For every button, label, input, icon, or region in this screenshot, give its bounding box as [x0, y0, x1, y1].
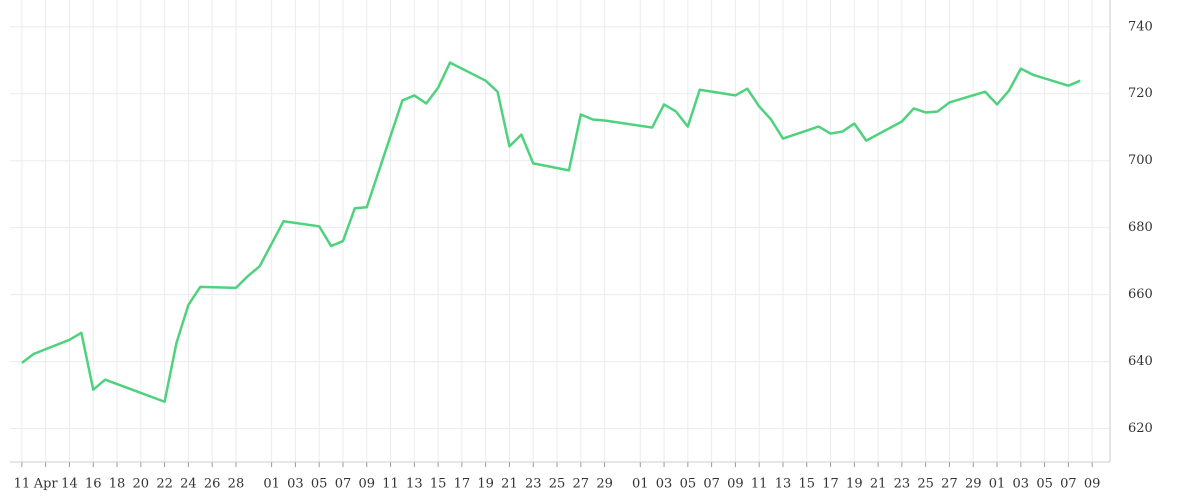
y-tick-label: 620 [1128, 421, 1153, 436]
x-tick-label: 05 [311, 477, 328, 492]
x-tick-label: 01 [989, 477, 1006, 492]
x-tick-label: 14 [61, 477, 78, 492]
x-tick-label: 17 [454, 477, 471, 492]
x-tick-label: Apr [33, 477, 59, 492]
x-tick-label: 21 [501, 477, 518, 492]
x-tick-label: 29 [965, 477, 982, 492]
x-tick-label: 09 [358, 477, 375, 492]
x-tick-label: 27 [573, 477, 590, 492]
x-tick-label: 17 [822, 477, 839, 492]
x-tick-label: 03 [1013, 477, 1030, 492]
x-tick-label: 18 [109, 477, 126, 492]
x-tick-label: 15 [430, 477, 447, 492]
y-tick-label: 660 [1128, 287, 1153, 302]
x-tick-label: 19 [846, 477, 863, 492]
x-tick-label: 07 [335, 477, 352, 492]
x-tick-label: 20 [133, 477, 150, 492]
y-tick-label: 720 [1128, 86, 1153, 101]
x-tick-label: 15 [798, 477, 815, 492]
y-tick-label: 680 [1128, 220, 1153, 235]
x-tick-label: 11 [751, 477, 768, 492]
x-tick-label: 01 [263, 477, 280, 492]
x-tick-label: 11 [14, 477, 31, 492]
x-tick-label: 23 [894, 477, 911, 492]
x-tick-label: 13 [775, 477, 792, 492]
x-tick-label: 24 [180, 477, 197, 492]
y-tick-label: 740 [1128, 19, 1153, 34]
x-tick-label: 09 [1084, 477, 1101, 492]
x-tick-label: 03 [656, 477, 673, 492]
price-line [21, 61, 1081, 403]
x-tick-label: 21 [870, 477, 887, 492]
x-tick-label: 23 [525, 477, 542, 492]
x-tick-label: 25 [549, 477, 566, 492]
y-tick-label: 700 [1128, 153, 1153, 168]
x-tick-label: 03 [287, 477, 304, 492]
x-tick-label: 11 [382, 477, 399, 492]
x-tick-label: 25 [917, 477, 934, 492]
y-tick-label: 640 [1128, 354, 1153, 369]
x-tick-label: 07 [703, 477, 720, 492]
x-tick-label: 07 [1060, 477, 1077, 492]
x-tick-label: 05 [1036, 477, 1053, 492]
x-tick-label: 22 [156, 477, 173, 492]
x-tick-label: 27 [941, 477, 958, 492]
x-tick-label: 29 [596, 477, 613, 492]
x-tick-label: 16 [85, 477, 102, 492]
x-tick-label: 05 [680, 477, 697, 492]
x-tick-label: 26 [204, 477, 221, 492]
x-tick-label: 13 [406, 477, 423, 492]
x-tick-label: 19 [477, 477, 494, 492]
x-tick-label: 01 [632, 477, 649, 492]
x-tick-label: 09 [727, 477, 744, 492]
x-tick-label: 28 [228, 477, 245, 492]
